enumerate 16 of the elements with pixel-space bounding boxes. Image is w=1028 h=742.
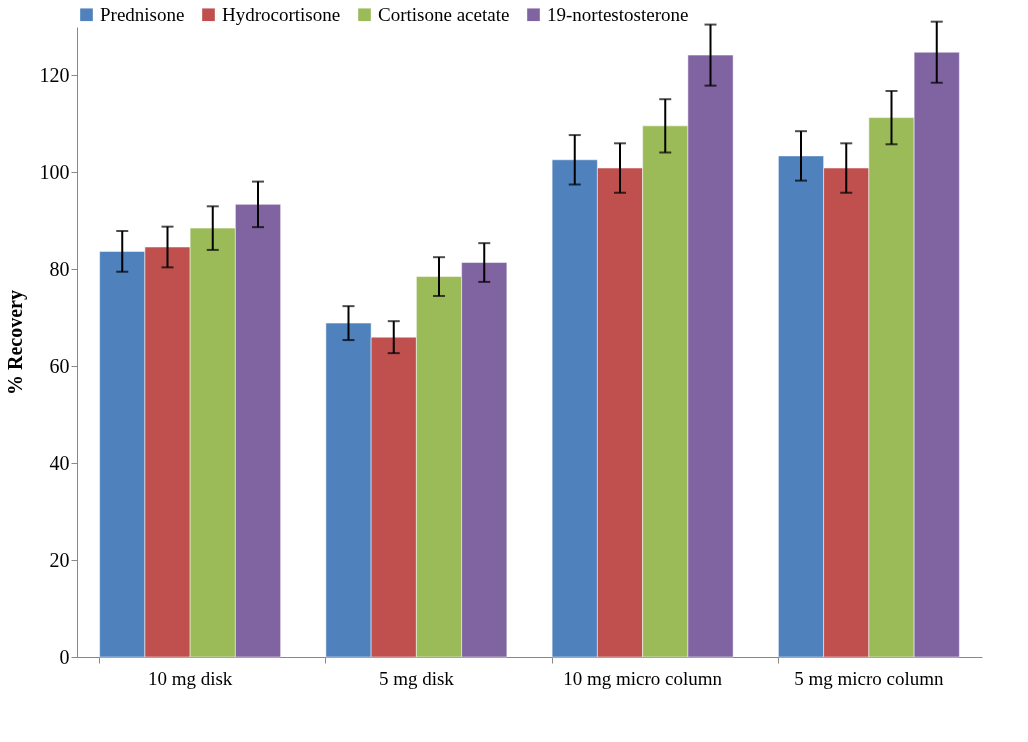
y-tick-label: 20 bbox=[49, 548, 70, 571]
y-tick-label: 120 bbox=[39, 63, 70, 86]
y-tick-label: 100 bbox=[39, 160, 70, 183]
legend-label: 19-nortestosterone bbox=[547, 3, 689, 25]
y-tick-label: 0 bbox=[59, 645, 70, 668]
y-tick-label: 60 bbox=[49, 354, 70, 377]
legend-label: Cortisone acetate bbox=[378, 3, 510, 25]
x-tick-label: 5 mg micro column bbox=[794, 667, 945, 689]
legend-label: Prednisone bbox=[100, 3, 185, 25]
x-tick-label: 10 mg disk bbox=[147, 667, 233, 689]
y-tick-label: 80 bbox=[49, 257, 70, 280]
x-tick-label: 5 mg disk bbox=[378, 667, 455, 689]
legend-label: Hydrocortisone bbox=[222, 3, 341, 25]
y-axis-title: % Recovery bbox=[3, 290, 27, 395]
y-tick-label: 40 bbox=[49, 451, 70, 474]
x-tick-label: 10 mg micro column bbox=[563, 667, 723, 689]
